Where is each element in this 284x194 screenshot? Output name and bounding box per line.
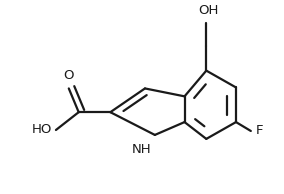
Text: O: O [64,69,74,82]
Text: F: F [256,125,263,138]
Text: HO: HO [32,124,52,137]
Text: NH: NH [131,143,151,156]
Text: OH: OH [198,4,218,17]
